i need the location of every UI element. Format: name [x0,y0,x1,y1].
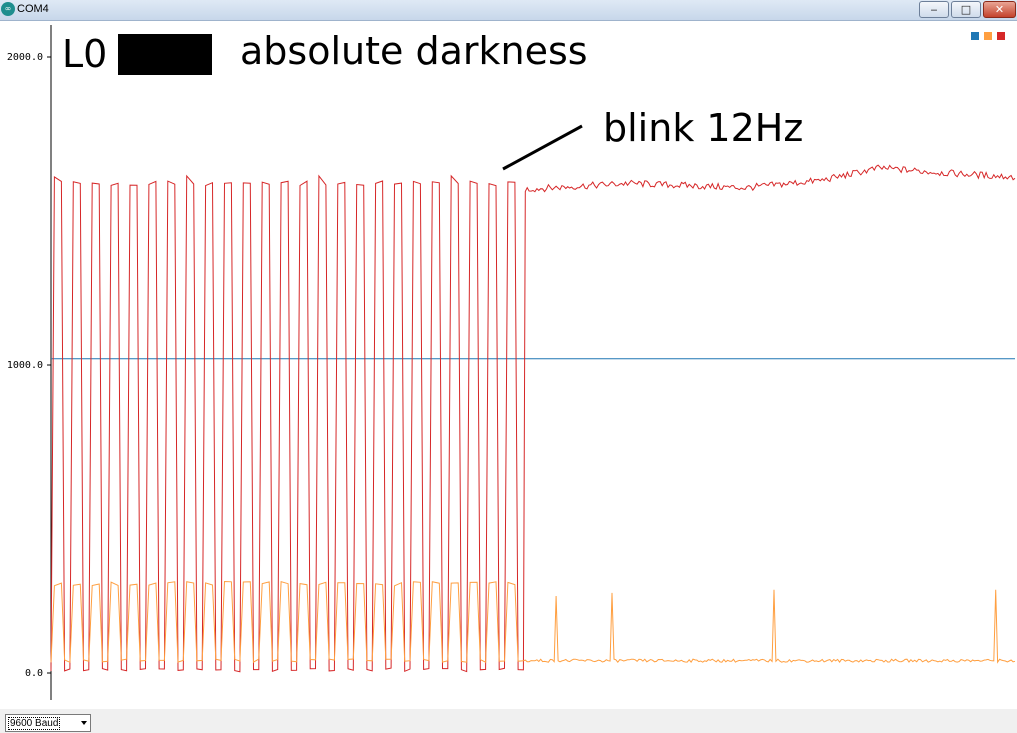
window-title: COM4 [17,3,49,15]
redaction-box [118,34,212,75]
title-bar: ∞ COM4 ‒ □ ✕ [0,0,1017,21]
series-line [50,164,1016,673]
maximize-button[interactable]: □ [951,1,981,18]
close-button[interactable]: ✕ [983,1,1016,18]
blink-annotation: blink 12Hz [603,106,804,150]
legend-red-swatch [997,32,1005,40]
series-line [50,580,1016,664]
status-bar: 9600 Baud [0,709,1017,733]
legend-orange-swatch [984,32,992,40]
chevron-down-icon [81,721,87,725]
y-tick-label: 0.0 [25,668,43,679]
condition-annotation: absolute darkness [240,29,588,73]
baud-rate-value: 9600 Baud [8,717,61,730]
serial-plotter-chart: 0.0 1000.0 2000.0 [7,25,1016,700]
baud-rate-select[interactable]: 9600 Baud [5,714,91,732]
sensor-label: L0 [62,32,108,76]
arduino-icon: ∞ [1,2,15,16]
minimize-button[interactable]: ‒ [919,1,949,18]
legend-blue-swatch [971,32,979,40]
y-tick-label: 1000.0 [7,360,43,371]
y-tick-label: 2000.0 [7,52,43,63]
